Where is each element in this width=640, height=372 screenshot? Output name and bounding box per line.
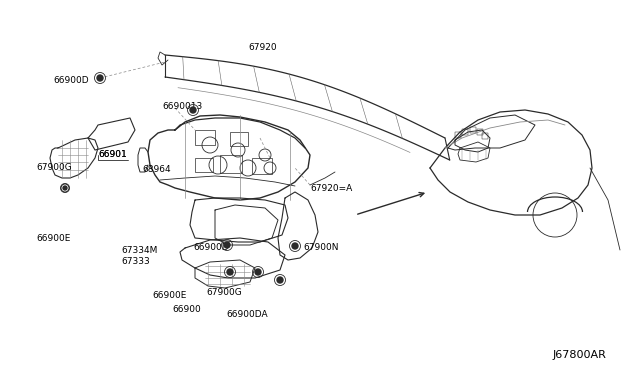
Circle shape — [224, 242, 230, 248]
Bar — [477, 129, 483, 135]
Text: 66901: 66901 — [98, 150, 127, 159]
Text: 67900N: 67900N — [303, 243, 339, 252]
Text: 66900: 66900 — [172, 305, 201, 314]
Bar — [482, 133, 488, 139]
Text: 66900E: 66900E — [36, 234, 70, 243]
Bar — [195, 130, 215, 145]
Text: 66900DA: 66900DA — [226, 310, 268, 319]
Circle shape — [97, 75, 103, 81]
Text: 67900G: 67900G — [36, 163, 72, 172]
Bar — [455, 132, 461, 138]
Text: 66900D: 66900D — [53, 76, 88, 85]
Text: 67334M: 67334M — [121, 246, 157, 255]
Bar — [195, 158, 213, 172]
Text: 67920=A: 67920=A — [310, 184, 352, 193]
Text: 67920: 67920 — [248, 43, 276, 52]
Bar — [470, 127, 476, 133]
Text: 66900E: 66900E — [152, 291, 186, 300]
Text: J67800AR: J67800AR — [553, 350, 607, 360]
Circle shape — [190, 107, 196, 113]
Circle shape — [227, 269, 233, 275]
Circle shape — [63, 186, 67, 190]
Bar — [252, 158, 272, 174]
Circle shape — [292, 243, 298, 249]
Text: 6690013: 6690013 — [162, 102, 202, 111]
Bar — [462, 129, 468, 135]
Text: 66901: 66901 — [98, 150, 127, 159]
Text: 67333: 67333 — [121, 257, 150, 266]
Circle shape — [277, 277, 283, 283]
Text: 67900G: 67900G — [206, 288, 242, 297]
Bar — [230, 132, 248, 146]
Bar — [220, 155, 242, 173]
Text: 68964: 68964 — [142, 165, 171, 174]
Circle shape — [255, 269, 261, 275]
Text: 66900D: 66900D — [193, 243, 228, 252]
